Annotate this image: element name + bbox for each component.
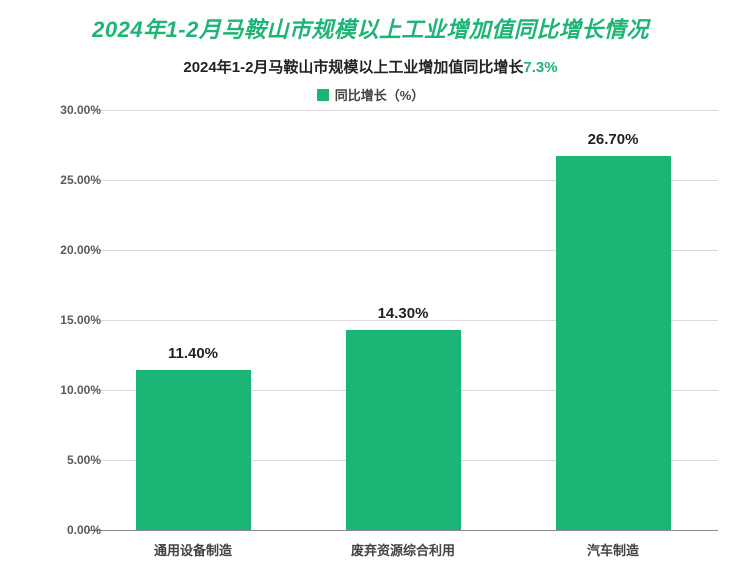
y-tick-label: 10.00% xyxy=(21,383,101,397)
bar xyxy=(136,370,251,530)
y-tick-label: 25.00% xyxy=(21,173,101,187)
baseline xyxy=(88,530,718,531)
plot-area: 11.40% 14.30% 26.70% xyxy=(88,110,718,530)
legend-marker xyxy=(317,89,329,101)
subtitle-prefix: 2024年1-2月马鞍山市规模以上工业增加值同比增长 xyxy=(183,59,523,76)
bar xyxy=(556,156,671,530)
category-label: 汽车制造 xyxy=(523,540,703,559)
bar xyxy=(346,330,461,530)
category-label: 通用设备制造 xyxy=(103,540,283,559)
chart-title: 2024年1-2月马鞍山市规模以上工业增加值同比增长情况 xyxy=(0,0,741,44)
subtitle-highlight: 7.3% xyxy=(523,59,557,76)
y-tick-label: 0.00% xyxy=(21,523,101,537)
bar-value-label: 26.70% xyxy=(553,131,673,148)
legend: 同比增长（%） xyxy=(0,85,741,104)
y-tick-label: 30.00% xyxy=(21,103,101,117)
category-label: 废弃资源综合利用 xyxy=(313,540,493,559)
y-tick-label: 5.00% xyxy=(21,453,101,467)
bar-value-label: 14.30% xyxy=(343,305,463,322)
gridline xyxy=(88,110,718,111)
y-tick-label: 15.00% xyxy=(21,313,101,327)
y-tick-label: 20.00% xyxy=(21,243,101,257)
bar-value-label: 11.40% xyxy=(133,345,253,362)
legend-label: 同比增长（%） xyxy=(335,88,425,103)
chart-subtitle: 2024年1-2月马鞍山市规模以上工业增加值同比增长7.3% xyxy=(0,56,741,77)
